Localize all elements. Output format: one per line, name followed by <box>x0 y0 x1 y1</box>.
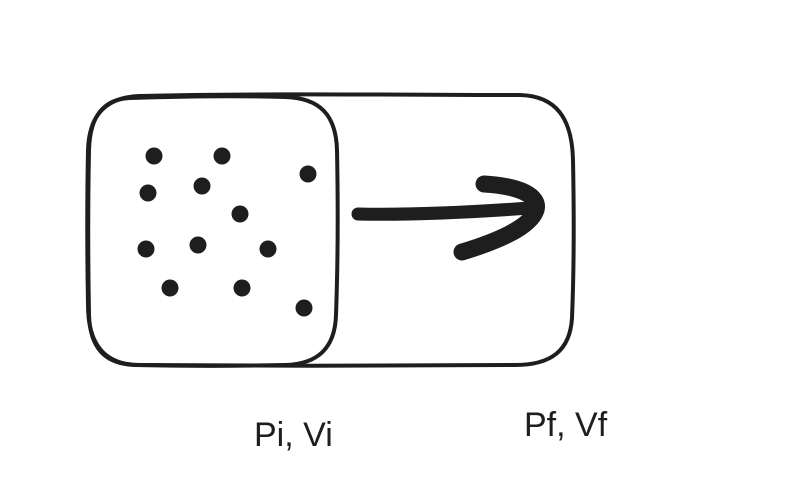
expansion-arrow-shaft <box>351 201 537 221</box>
gas-particle <box>161 279 179 297</box>
gas-particle <box>145 147 163 165</box>
gas-compartment <box>86 94 340 368</box>
gas-particle <box>137 240 155 258</box>
expansion-arrow-head <box>453 175 545 261</box>
gas-particle <box>233 279 251 297</box>
final-state-label: Pf, Vf <box>524 406 608 444</box>
gas-particle <box>299 165 317 183</box>
gas-particle <box>189 236 207 254</box>
gas-particle <box>295 299 313 317</box>
gas-particle <box>213 147 231 165</box>
initial-state-label: Pi, Vi <box>254 416 333 454</box>
gas-particle <box>259 240 277 258</box>
gas-particles <box>137 147 317 317</box>
gas-particle <box>231 205 249 223</box>
gas-particle <box>139 184 157 202</box>
gas-particle <box>193 177 211 195</box>
